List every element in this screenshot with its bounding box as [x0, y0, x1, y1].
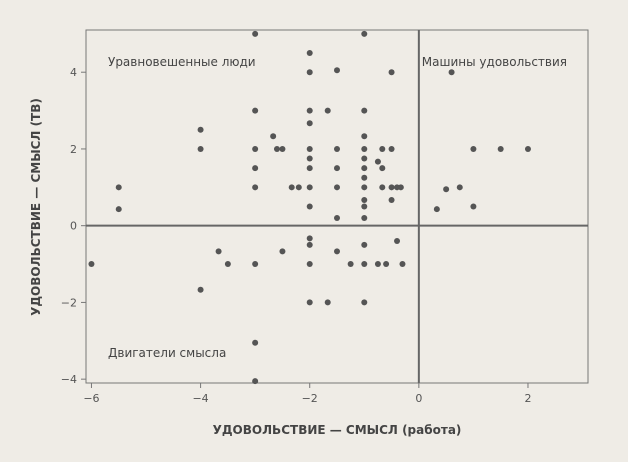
- scatter-point: [115, 206, 122, 213]
- scatter-point: [361, 133, 368, 140]
- scatter-point: [88, 261, 95, 268]
- y-tick-label: 2: [70, 143, 77, 156]
- scatter-point: [456, 184, 463, 191]
- x-axis-label: УДОВОЛЬСТВИЕ — СМЫСЛ (работа): [213, 423, 462, 437]
- plot-frame: [85, 29, 589, 384]
- y-tick-label: −2: [61, 296, 77, 309]
- scatter-point: [197, 126, 204, 133]
- scatter-point: [497, 145, 504, 152]
- scatter-point: [361, 215, 368, 222]
- scatter-point: [334, 184, 340, 191]
- axis-ticks: −6 −4 −2 0 2 −4 −2 0 2 4: [61, 66, 532, 405]
- scatter-point: [306, 155, 313, 162]
- scatter-point: [361, 155, 368, 162]
- scatter-point: [252, 184, 259, 191]
- scatter-point: [224, 261, 231, 268]
- scatter-point: [252, 30, 259, 37]
- scatter-point: [306, 107, 313, 114]
- scatter-point: [361, 30, 368, 37]
- quadrant-label-bottom-left: Двигатели смысла: [108, 346, 226, 360]
- scatter-point: [295, 184, 302, 191]
- x-tick-label: −2: [302, 392, 318, 405]
- x-tick-label: −4: [192, 392, 208, 405]
- scatter-point: [334, 145, 340, 152]
- scatter-point: [306, 69, 313, 76]
- scatter-point: [470, 145, 477, 152]
- scatter-point: [361, 165, 368, 172]
- scatter-point: [379, 165, 386, 172]
- scatter-point: [433, 206, 440, 213]
- scatter-point: [334, 67, 340, 74]
- scatter-point: [388, 184, 395, 191]
- scatter-point: [197, 145, 204, 152]
- scatter-point: [388, 196, 395, 203]
- scatter-point: [347, 261, 354, 268]
- y-tick-label: 4: [70, 66, 77, 79]
- scatter-point: [388, 145, 395, 152]
- quadrant-label-top-right: Машины удовольствия: [422, 55, 567, 69]
- scatter-point: [383, 261, 390, 268]
- scatter-point: [334, 165, 340, 172]
- scatter-point: [252, 165, 259, 172]
- scatter-point: [306, 235, 313, 242]
- scatter-point: [279, 145, 286, 152]
- scatter-point: [361, 261, 368, 268]
- scatter-point: [394, 238, 401, 245]
- scatter-point: [252, 339, 259, 346]
- scatter-point: [306, 145, 313, 152]
- x-tick-label: 2: [524, 392, 531, 405]
- y-tick-label: 0: [70, 220, 77, 233]
- scatter-point: [361, 299, 368, 306]
- scatter-point: [306, 165, 313, 172]
- scatter-point: [443, 186, 450, 193]
- scatter-point: [397, 184, 404, 191]
- scatter-point: [374, 261, 381, 268]
- scatter-point: [470, 203, 477, 210]
- scatter-point: [252, 145, 259, 152]
- scatter-point: [361, 107, 368, 114]
- scatter-point: [306, 120, 313, 127]
- scatter-point: [361, 241, 368, 248]
- scatter-point: [197, 286, 204, 293]
- scatter-point: [324, 299, 331, 306]
- scatter-point: [379, 145, 386, 152]
- scatter-point: [306, 241, 313, 248]
- scatter-point: [306, 184, 313, 191]
- scatter-point: [306, 203, 313, 210]
- scatter-point: [334, 248, 340, 255]
- scatter-point: [361, 174, 368, 181]
- scatter-point: [252, 107, 259, 114]
- y-axis-label: УДОВОЛЬСТВИЕ — СМЫСЛ (ТВ): [29, 98, 43, 316]
- x-tick-label: 0: [415, 392, 422, 405]
- scatter-point: [115, 184, 122, 191]
- scatter-point: [270, 133, 277, 140]
- scatter-point: [361, 184, 368, 191]
- scatter-point: [273, 145, 280, 152]
- scatter-point: [279, 248, 286, 255]
- scatter-point: [306, 261, 313, 268]
- scatter-point: [361, 145, 368, 152]
- scatter-point: [334, 215, 340, 222]
- scatter-point: [361, 196, 368, 203]
- quadrant-label-top-left: Уравновешенные люди: [108, 55, 256, 69]
- scatter-point: [306, 50, 313, 57]
- scatter-point: [388, 69, 395, 76]
- scatter-point: [374, 158, 381, 165]
- scatter-point: [288, 184, 295, 191]
- scatter-point: [448, 69, 455, 76]
- scatter-point: [252, 261, 259, 268]
- scatter-point: [399, 261, 406, 268]
- data-points: [88, 30, 531, 385]
- scatter-point: [379, 184, 386, 191]
- x-tick-label: −6: [83, 392, 99, 405]
- scatter-point: [324, 107, 331, 114]
- y-tick-label: −4: [61, 373, 77, 386]
- scatter-point: [524, 145, 531, 152]
- scatter-point: [215, 248, 222, 255]
- scatter-point: [361, 203, 368, 210]
- scatter-point: [252, 378, 259, 385]
- scatter-point: [306, 299, 313, 306]
